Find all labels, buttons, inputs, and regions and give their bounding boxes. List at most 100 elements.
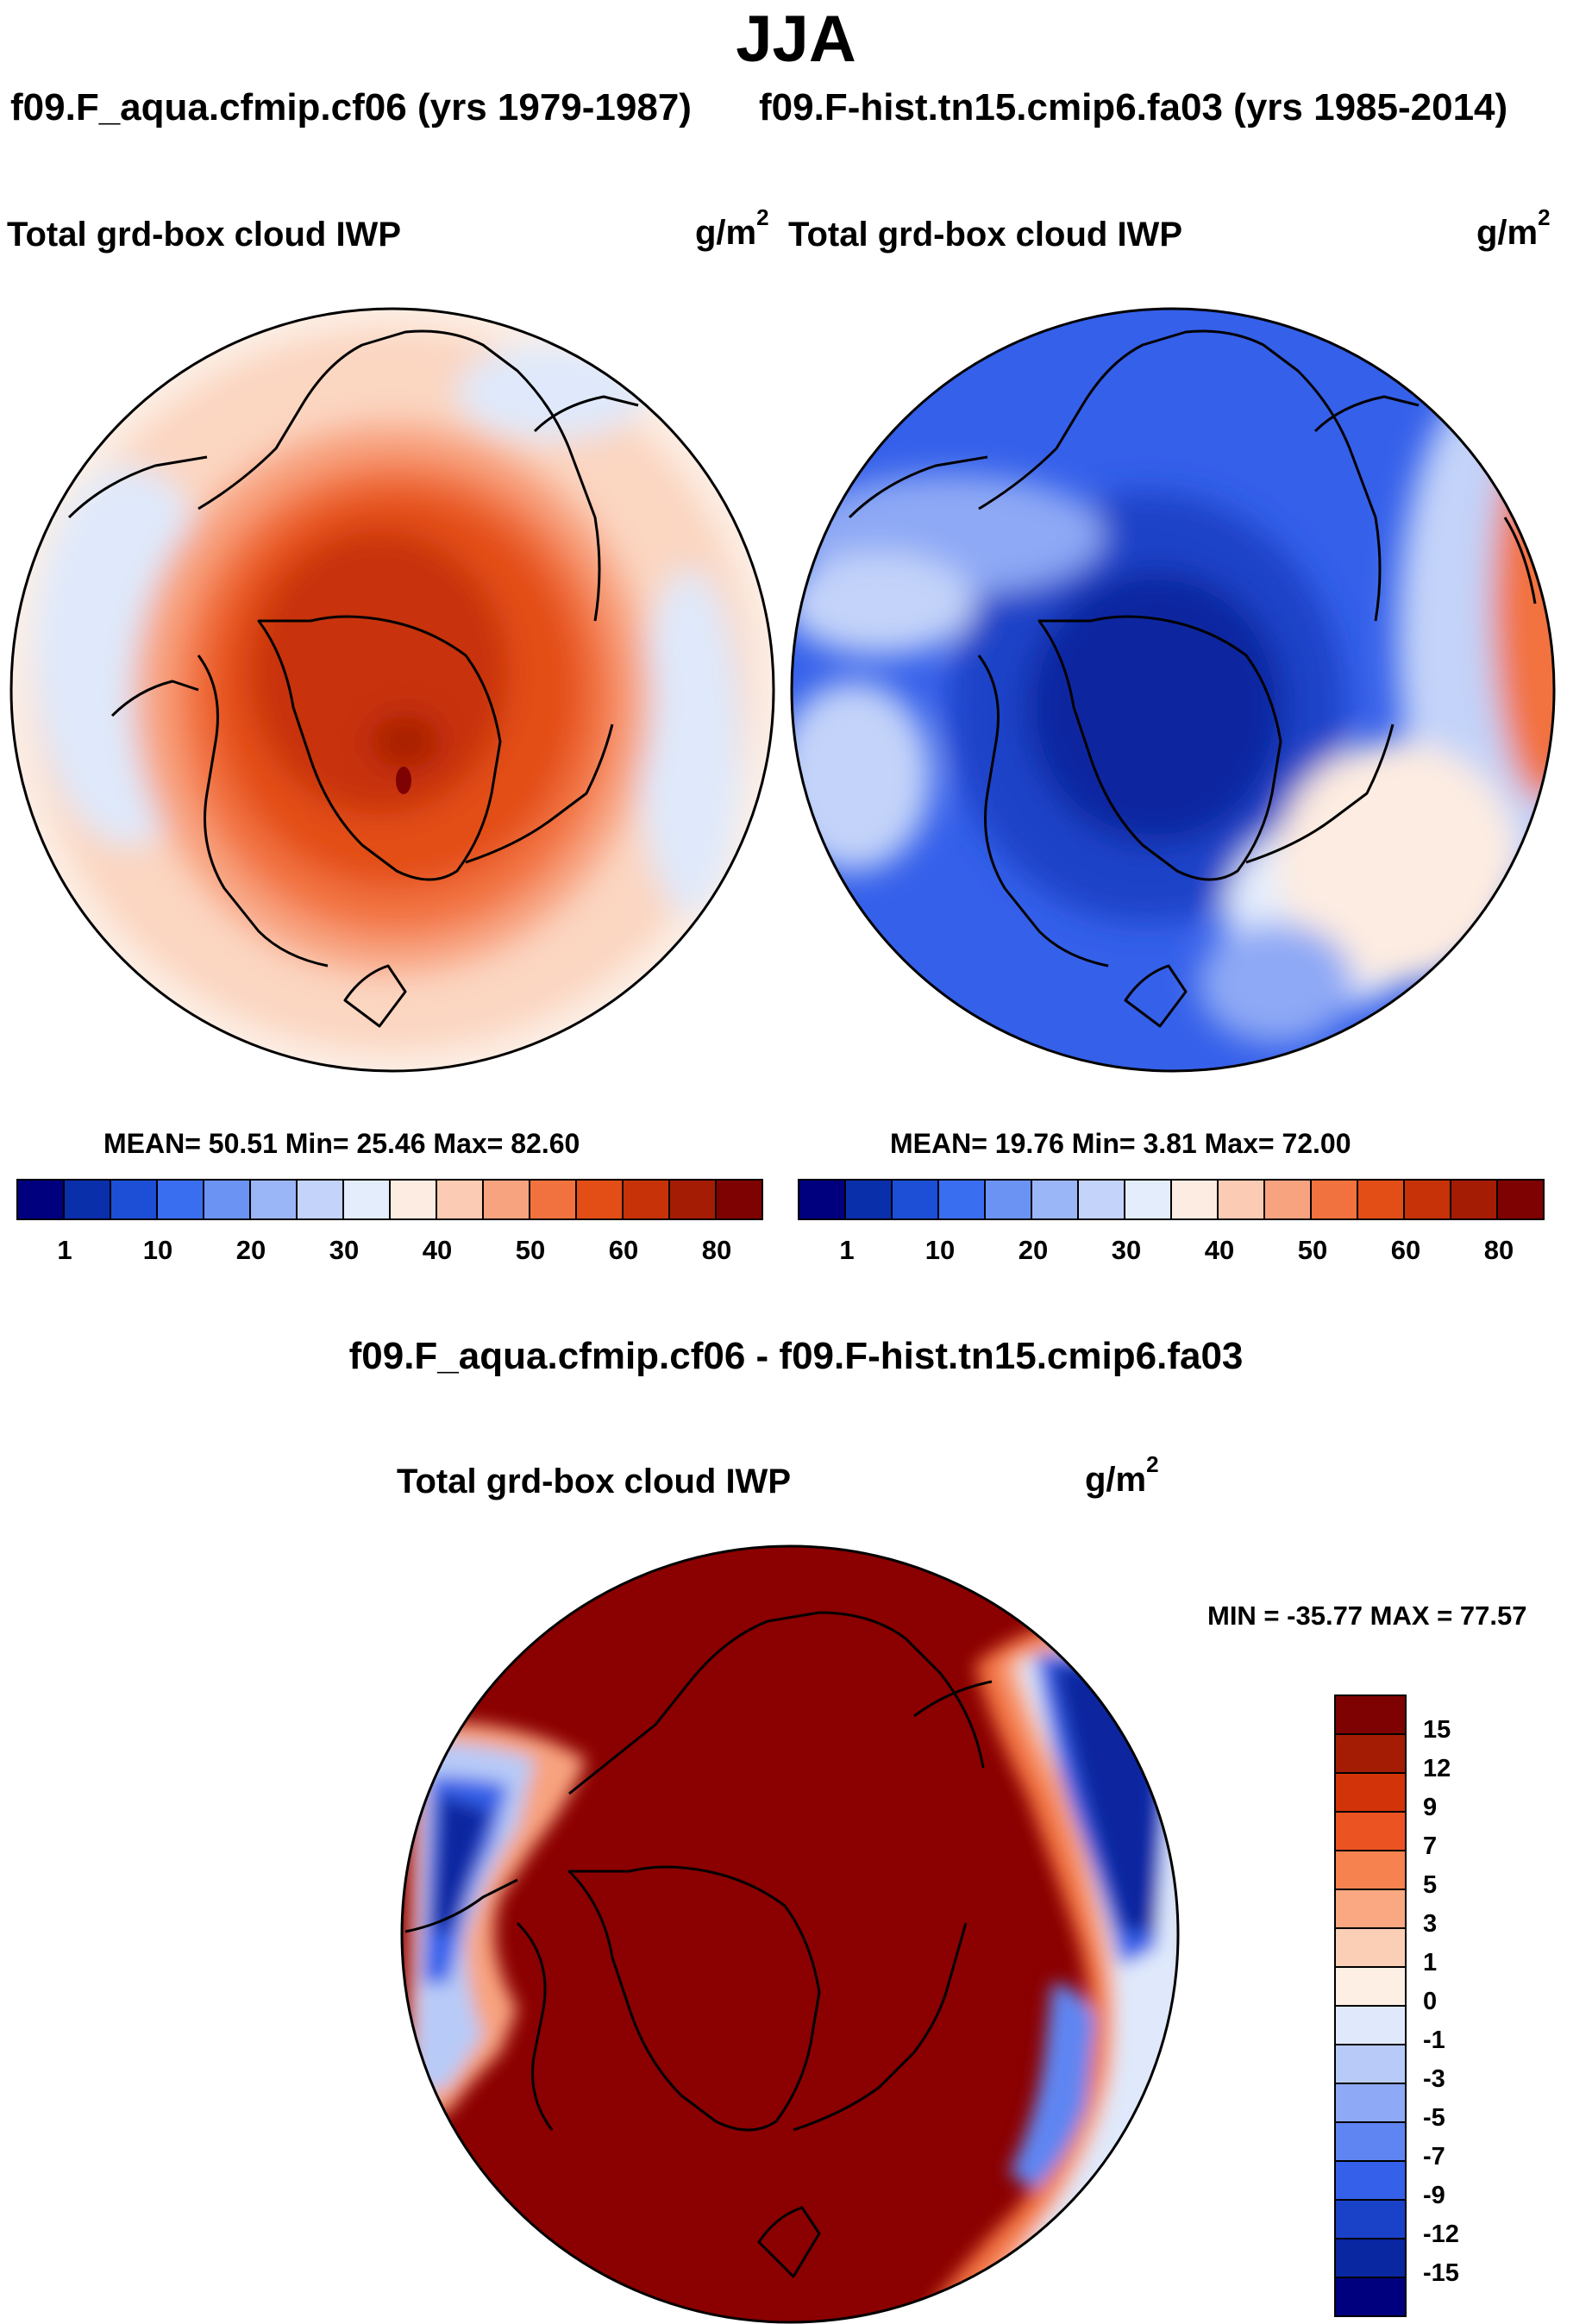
right-colorbar-cell (891, 1179, 939, 1220)
diff-colorbar-label: -12 (1423, 2221, 1459, 2248)
left-colorbar-cell (529, 1179, 577, 1220)
right-colorbar-tick: 80 (1483, 1235, 1514, 1265)
diff-colorbar-label: -15 (1423, 2259, 1459, 2287)
left-colorbar-tick: 60 (608, 1235, 639, 1265)
diff-variable-label: Total grd-box cloud IWP (397, 1463, 791, 1500)
left-colorbar-cell (715, 1179, 763, 1220)
left-colorbar-cell (16, 1179, 65, 1220)
right-colorbar-tick: 10 (924, 1235, 956, 1265)
difference-colorbar-cell (1334, 1811, 1407, 1851)
difference-colorbar-cell (1334, 2199, 1407, 2239)
right-colorbar-tick: 60 (1390, 1235, 1421, 1265)
left-colorbar-cell (203, 1179, 251, 1220)
left-colorbar-cell (482, 1179, 530, 1220)
left-map-border (9, 307, 775, 1073)
difference-colorbar-cell (1334, 1889, 1407, 1929)
diff-colorbar-label: 7 (1423, 1832, 1438, 1860)
diff-colorbar-label: -1 (1423, 2026, 1445, 2054)
left-colorbar-cell (668, 1179, 717, 1220)
right-colorbar-cell (1450, 1179, 1498, 1220)
right-units-label: g/m2 (1476, 204, 1551, 252)
diff-colorbar-label: -9 (1423, 2182, 1445, 2209)
left-colorbar-tick: 30 (329, 1235, 360, 1265)
difference-colorbar-cell (1334, 1733, 1407, 1774)
left-colorbar-cell (296, 1179, 344, 1220)
left-colorbar-cell (436, 1179, 484, 1220)
right-colorbar (798, 1179, 1545, 1220)
right-colorbar-tick: 40 (1204, 1235, 1235, 1265)
left-colorbar-cell (622, 1179, 670, 1220)
left-colorbar-cell (342, 1179, 391, 1220)
left-colorbar-cell (63, 1179, 111, 1220)
right-colorbar-tick: 20 (1018, 1235, 1049, 1265)
difference-colorbar-cell (1334, 1694, 1407, 1735)
right-colorbar-tick: 30 (1111, 1235, 1142, 1265)
left-colorbar-tick: 40 (422, 1235, 453, 1265)
left-colorbar-tick: 50 (515, 1235, 546, 1265)
right-colorbar-cell (1170, 1179, 1219, 1220)
left-units-label: g/m2 (695, 204, 769, 252)
difference-colorbar-cell (1334, 2044, 1407, 2084)
right-colorbar-cell (1124, 1179, 1172, 1220)
difference-colorbar-cell (1334, 2160, 1407, 2201)
left-colorbar-cell (249, 1179, 298, 1220)
left-colorbar-tick: 20 (235, 1235, 266, 1265)
right-colorbar-cell (1217, 1179, 1265, 1220)
right-colorbar-cell (937, 1179, 986, 1220)
diff-colorbar-label: 12 (1423, 1755, 1451, 1782)
left-colorbar-tick: 10 (142, 1235, 173, 1265)
right-case-title: f09.F-hist.tn15.cmip6.fa03 (yrs 1985-201… (759, 86, 1508, 129)
right-colorbar-cell (1263, 1179, 1312, 1220)
left-colorbar-cell (575, 1179, 624, 1220)
figure-title: JJA (736, 3, 856, 76)
left-variable-label: Total grd-box cloud IWP (7, 216, 401, 254)
diff-colorbar-label: 3 (1423, 1910, 1438, 1938)
left-colorbar-tick: 80 (701, 1235, 732, 1265)
right-polar-map (792, 309, 1554, 1071)
diff-minmax: MIN = -35.77 MAX = 77.57 (1207, 1600, 1527, 1631)
left-colorbar-cell (389, 1179, 437, 1220)
difference-colorbar-cell (1334, 1927, 1407, 1968)
left-polar-map (11, 309, 774, 1071)
right-variable-label: Total grd-box cloud IWP (788, 216, 1182, 254)
diff-colorbar-label: 15 (1423, 1716, 1451, 1744)
difference-colorbar-cell (1334, 2005, 1407, 2045)
difference-colorbar-cell (1334, 2121, 1407, 2162)
left-colorbar-tick: 1 (57, 1235, 72, 1265)
difference-colorbar-cell (1334, 2277, 1407, 2317)
diff-colorbar-label: 5 (1423, 1871, 1438, 1899)
right-colorbar-cell (984, 1179, 1032, 1220)
right-colorbar-cell (798, 1179, 846, 1220)
right-map-border (790, 307, 1556, 1073)
diff-units-label: g/m2 (1085, 1451, 1159, 1499)
difference-colorbar-cell (1334, 2238, 1407, 2278)
right-colorbar-cell (844, 1179, 893, 1220)
diff-colorbar-label: -3 (1423, 2065, 1445, 2093)
right-stats: MEAN= 19.76 Min= 3.81 Max= 72.00 (890, 1128, 1351, 1159)
right-colorbar-cell (1031, 1179, 1079, 1220)
difference-colorbar-cell (1334, 1850, 1407, 1890)
difference-map-border (400, 1544, 1180, 2324)
right-colorbar-tick: 50 (1297, 1235, 1328, 1265)
right-colorbar-tick: 1 (839, 1235, 855, 1265)
left-colorbar (16, 1179, 763, 1220)
right-colorbar-cell (1357, 1179, 1405, 1220)
diff-colorbar-label: 9 (1423, 1794, 1438, 1821)
right-colorbar-cell (1496, 1179, 1545, 1220)
left-stats: MEAN= 50.51 Min= 25.46 Max= 82.60 (103, 1128, 580, 1159)
difference-colorbar-cell (1334, 1966, 1407, 2007)
diff-colorbar-label: 1 (1423, 1949, 1438, 1976)
difference-colorbar-cell (1334, 2083, 1407, 2123)
right-colorbar-cell (1310, 1179, 1358, 1220)
right-colorbar-cell (1403, 1179, 1451, 1220)
right-colorbar-cell (1077, 1179, 1125, 1220)
left-colorbar-cell (110, 1179, 158, 1220)
left-colorbar-cell (156, 1179, 204, 1220)
difference-colorbar-cell (1334, 1772, 1407, 1813)
difference-title: f09.F_aqua.cfmip.cf06 - f09.F-hist.tn15.… (348, 1335, 1244, 1377)
left-case-title: f09.F_aqua.cfmip.cf06 (yrs 1979-1987) (10, 86, 692, 128)
diff-colorbar-label: -5 (1423, 2104, 1445, 2132)
diff-colorbar-label: -7 (1423, 2143, 1445, 2171)
difference-colorbar (1334, 1694, 1407, 2317)
